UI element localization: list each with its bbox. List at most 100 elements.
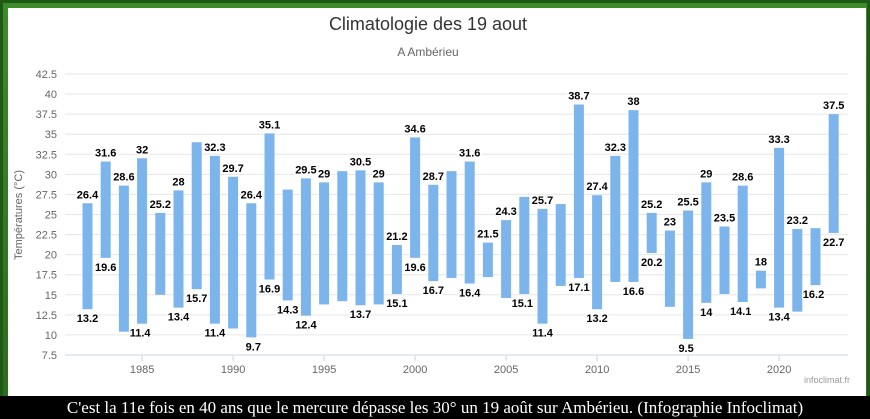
y-tick-label: 10 bbox=[45, 330, 57, 342]
y-tick-label: 20 bbox=[45, 250, 57, 262]
x-tick-label: 1995 bbox=[312, 364, 336, 376]
range-bar-2019 bbox=[755, 270, 766, 289]
range-bar-2008 bbox=[555, 204, 566, 286]
y-tick-label: 7.5 bbox=[42, 350, 57, 362]
range-bar-1986 bbox=[155, 212, 166, 295]
data-label: 9.5 bbox=[678, 343, 693, 355]
data-label: 29.7 bbox=[222, 163, 243, 175]
data-label: 19.6 bbox=[404, 262, 425, 274]
x-tick-label: 2010 bbox=[585, 364, 609, 376]
data-label: 29 bbox=[373, 168, 385, 180]
data-label: 16.2 bbox=[803, 289, 824, 301]
data-label: 16.6 bbox=[623, 286, 644, 298]
y-axis-ticks: 7.5 10 12.5 15 17.5 20 22.5 25 27.5 30 32.5 35 37.5 4… bbox=[36, 69, 57, 362]
y-tick-label: 15 bbox=[45, 290, 57, 302]
range-bars bbox=[82, 104, 839, 339]
data-label: 13.2 bbox=[586, 313, 607, 325]
data-label: 23.5 bbox=[714, 213, 735, 225]
range-bar-2012 bbox=[628, 110, 639, 282]
data-label: 14.1 bbox=[730, 306, 751, 318]
range-bar-2006 bbox=[519, 196, 530, 294]
data-label: 15.1 bbox=[386, 298, 407, 310]
data-label: 13.7 bbox=[350, 309, 371, 321]
data-label: 28.6 bbox=[113, 172, 134, 184]
x-tick-label: 2020 bbox=[767, 364, 791, 376]
credit-link[interactable]: infoclimat.fr bbox=[804, 375, 850, 385]
range-bar-1987 bbox=[173, 190, 184, 308]
data-label: 28 bbox=[172, 176, 184, 188]
range-bar-2016 bbox=[701, 182, 712, 303]
data-label: 35.1 bbox=[259, 119, 280, 131]
range-bar-1998 bbox=[373, 182, 384, 305]
data-label: 29 bbox=[700, 168, 712, 180]
data-label: 11.4 bbox=[130, 328, 152, 340]
range-bar-1984 bbox=[118, 185, 129, 332]
range-bar-1985 bbox=[137, 158, 148, 324]
range-bar-2001 bbox=[428, 184, 439, 282]
range-bar-1996 bbox=[337, 171, 348, 302]
y-tick-label: 32.5 bbox=[36, 149, 57, 161]
data-label: 21.5 bbox=[477, 229, 498, 241]
chart-title: Climatologie des 19 aout bbox=[329, 14, 527, 34]
range-bar-1993 bbox=[282, 189, 293, 301]
chart-subtitle: A Ambérieu bbox=[397, 45, 458, 59]
x-tick-label: 2005 bbox=[494, 364, 518, 376]
data-label: 18 bbox=[755, 257, 767, 269]
range-bar-2013 bbox=[646, 212, 657, 254]
data-label: 22.7 bbox=[823, 237, 844, 249]
range-bar-1999 bbox=[391, 245, 402, 294]
range-bar-2022 bbox=[810, 228, 821, 286]
range-bar-2005 bbox=[501, 220, 512, 298]
x-tick-label: 1985 bbox=[130, 364, 154, 376]
range-bar-2011 bbox=[610, 155, 621, 282]
data-label: 33.3 bbox=[768, 134, 789, 146]
range-bar-1994 bbox=[300, 178, 311, 316]
data-label: 25.2 bbox=[150, 199, 171, 211]
y-tick-label: 35 bbox=[45, 129, 57, 141]
y-tick-label: 42.5 bbox=[36, 69, 57, 81]
data-label: 17.1 bbox=[568, 282, 589, 294]
data-label: 25.5 bbox=[677, 196, 698, 208]
data-labels: 26.413.231.619.628.63211.425.22813.415.7… bbox=[75, 89, 846, 356]
data-label: 13.4 bbox=[168, 312, 190, 324]
range-bar-2023 bbox=[828, 114, 839, 233]
range-bar-2015 bbox=[683, 210, 694, 339]
data-label: 37.5 bbox=[823, 100, 844, 112]
data-label: 25.7 bbox=[532, 195, 553, 207]
data-label: 31.6 bbox=[95, 148, 116, 160]
data-label: 16.9 bbox=[259, 284, 280, 296]
x-tick-label: 2000 bbox=[403, 364, 427, 376]
y-tick-label: 27.5 bbox=[36, 189, 57, 201]
data-label: 27.4 bbox=[586, 181, 608, 193]
range-bar-2002 bbox=[446, 171, 457, 278]
y-tick-label: 17.5 bbox=[36, 270, 57, 282]
range-bar-1991 bbox=[246, 203, 257, 338]
data-label: 38.7 bbox=[568, 91, 589, 103]
data-label: 14.3 bbox=[277, 304, 298, 316]
range-bar-1983 bbox=[100, 161, 111, 258]
range-bar-2000 bbox=[410, 137, 421, 258]
range-bar-2014 bbox=[664, 230, 675, 307]
range-bar-2010 bbox=[592, 195, 603, 310]
range-bar-2004 bbox=[482, 242, 493, 278]
data-label: 14 bbox=[700, 307, 713, 319]
x-tick-label: 2015 bbox=[676, 364, 700, 376]
data-label: 28.7 bbox=[423, 171, 444, 183]
data-label: 26.4 bbox=[77, 189, 99, 201]
data-label: 26.4 bbox=[241, 189, 263, 201]
data-label: 9.7 bbox=[246, 341, 261, 353]
data-label: 23 bbox=[664, 217, 676, 229]
range-bar-1992 bbox=[264, 133, 275, 280]
y-tick-label: 12.5 bbox=[36, 310, 57, 322]
data-label: 32 bbox=[136, 144, 148, 156]
data-label: 20.2 bbox=[641, 257, 662, 269]
data-label: 16.4 bbox=[459, 288, 481, 300]
range-bar-1982 bbox=[82, 203, 93, 310]
range-bar-1989 bbox=[209, 155, 220, 324]
x-axis-ticks: 1985 1990 1995 2000 2005 2010 2015 2020 bbox=[130, 355, 791, 376]
range-bar-1990 bbox=[228, 176, 239, 329]
range-bar-2021 bbox=[792, 228, 803, 312]
range-bar-2018 bbox=[737, 185, 748, 303]
data-label: 32.3 bbox=[204, 142, 225, 154]
